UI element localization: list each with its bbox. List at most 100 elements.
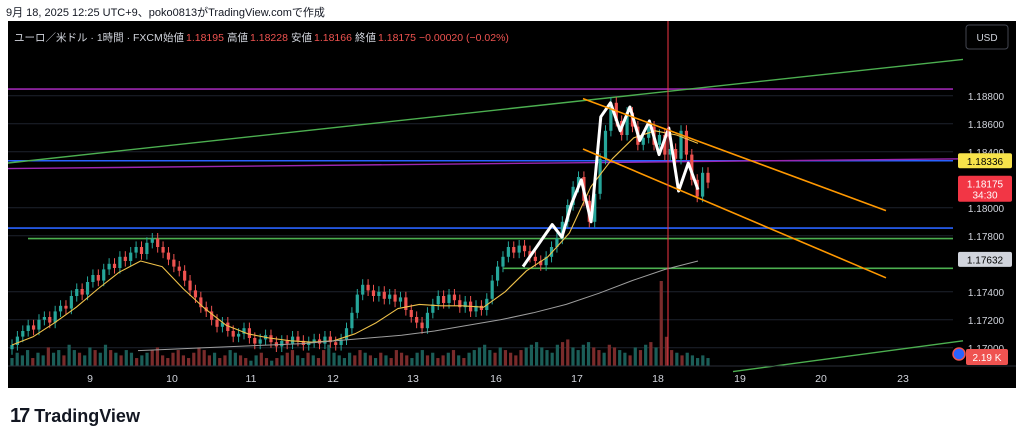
- volume-bar: [212, 352, 217, 366]
- y-tick-label: 1.17800: [968, 232, 1005, 243]
- volume-bar: [223, 355, 227, 366]
- candle: [107, 263, 111, 270]
- volume-bar: [586, 342, 591, 366]
- volume-bar: [664, 336, 669, 366]
- candle: [220, 322, 225, 327]
- volume-bar: [353, 355, 357, 366]
- candle: [145, 242, 149, 254]
- volume-bar: [192, 352, 196, 366]
- volume-bar: [576, 350, 580, 366]
- volume-bar: [46, 347, 50, 366]
- volume-bar: [270, 360, 274, 366]
- volume-bar: [67, 344, 71, 366]
- volume-bar: [607, 344, 611, 366]
- candle: [458, 300, 462, 308]
- candle: [571, 186, 575, 205]
- volume-bar: [451, 350, 456, 366]
- volume-bar: [207, 355, 211, 366]
- volume-bar: [534, 342, 539, 366]
- grid: [8, 95, 953, 349]
- volume-bar: [171, 352, 175, 366]
- legend-low-label: 安値: [291, 31, 312, 44]
- candle: [576, 177, 581, 187]
- legend-symbol: ユーロ／米ドル · 1時間 · FXCM: [14, 31, 163, 44]
- price-label-yellow: 1.18336: [967, 157, 1004, 168]
- volume-bar: [425, 355, 430, 366]
- candle: [21, 331, 25, 337]
- volume-bar: [368, 355, 372, 366]
- volume-bar: [244, 358, 248, 366]
- candle: [96, 275, 100, 281]
- candle: [69, 296, 73, 309]
- volume-bar: [332, 352, 336, 366]
- volume-bar: [358, 350, 362, 366]
- candle: [15, 336, 19, 345]
- candle: [442, 296, 446, 303]
- candle: [161, 247, 165, 253]
- candle: [199, 297, 203, 308]
- volume-bar: [72, 350, 76, 366]
- volume-bar: [592, 347, 596, 366]
- candle: [398, 297, 403, 302]
- volume-bar: [638, 350, 643, 366]
- candle: [226, 322, 230, 331]
- volume-bar: [654, 347, 658, 366]
- volume-bar: [41, 355, 45, 366]
- candle: [183, 270, 187, 281]
- brand-name: TradingView: [34, 405, 140, 426]
- candle: [355, 294, 359, 313]
- x-tick-label: 18: [652, 373, 664, 385]
- candle: [129, 252, 133, 261]
- currency-button[interactable]: USD: [965, 24, 1009, 50]
- x-tick-label: 9: [87, 373, 93, 385]
- volume-bar: [545, 350, 549, 366]
- price-chart[interactable]: ユーロ／米ドル · 1時間 · FXCM 始値 1.18195 高値 1.182…: [8, 21, 1016, 388]
- volume-bar: [62, 355, 66, 366]
- brand-logo[interactable]: 17 TradingView: [10, 404, 140, 428]
- volume-bar: [25, 350, 30, 366]
- volume-bars: [10, 281, 710, 366]
- volume-bar: [259, 352, 263, 366]
- volume-bar: [218, 358, 222, 366]
- volume-bar: [57, 350, 61, 366]
- x-tick-label: 17: [571, 373, 583, 385]
- y-tick-label: 1.17200: [968, 316, 1005, 327]
- volume-bar: [550, 352, 554, 366]
- volume-bar: [290, 350, 295, 366]
- chart-area[interactable]: ユーロ／米ドル · 1時間 · FXCM 始値 1.18195 高値 1.182…: [8, 21, 1016, 388]
- candle: [285, 340, 289, 344]
- volume-bar: [462, 358, 466, 366]
- volume-bar: [20, 355, 24, 366]
- candle: [166, 252, 171, 260]
- candle: [37, 319, 41, 330]
- y-tick-label: 1.18800: [968, 92, 1005, 103]
- volume-bar: [249, 360, 253, 366]
- price-label-red-bg: [958, 175, 1012, 202]
- candle: [388, 294, 392, 299]
- candle: [706, 172, 710, 183]
- candle: [404, 297, 408, 310]
- volume-bar: [399, 352, 404, 366]
- volume-bar: [233, 352, 237, 366]
- volume-bar: [649, 342, 653, 366]
- candle: [26, 325, 30, 331]
- volume-bar: [696, 358, 700, 366]
- volume-bar: [77, 352, 82, 366]
- candle: [393, 294, 397, 302]
- legend-close: 1.18175: [378, 32, 416, 44]
- volume-bar: [337, 355, 341, 366]
- candle: [188, 280, 192, 291]
- candle: [366, 284, 370, 291]
- chart-legend: ユーロ／米ドル · 1時間 · FXCM 始値 1.18195 高値 1.182…: [14, 31, 509, 44]
- descending-channel: [582, 97, 887, 279]
- candle: [10, 345, 14, 350]
- candle: [258, 339, 262, 344]
- candle: [549, 247, 554, 257]
- channel-upper-line: [582, 97, 887, 212]
- candle: [31, 325, 36, 330]
- candle: [668, 149, 672, 155]
- volume-bar: [98, 352, 102, 366]
- volume-bar: [342, 358, 347, 366]
- currency-button-label[interactable]: USD: [976, 33, 997, 44]
